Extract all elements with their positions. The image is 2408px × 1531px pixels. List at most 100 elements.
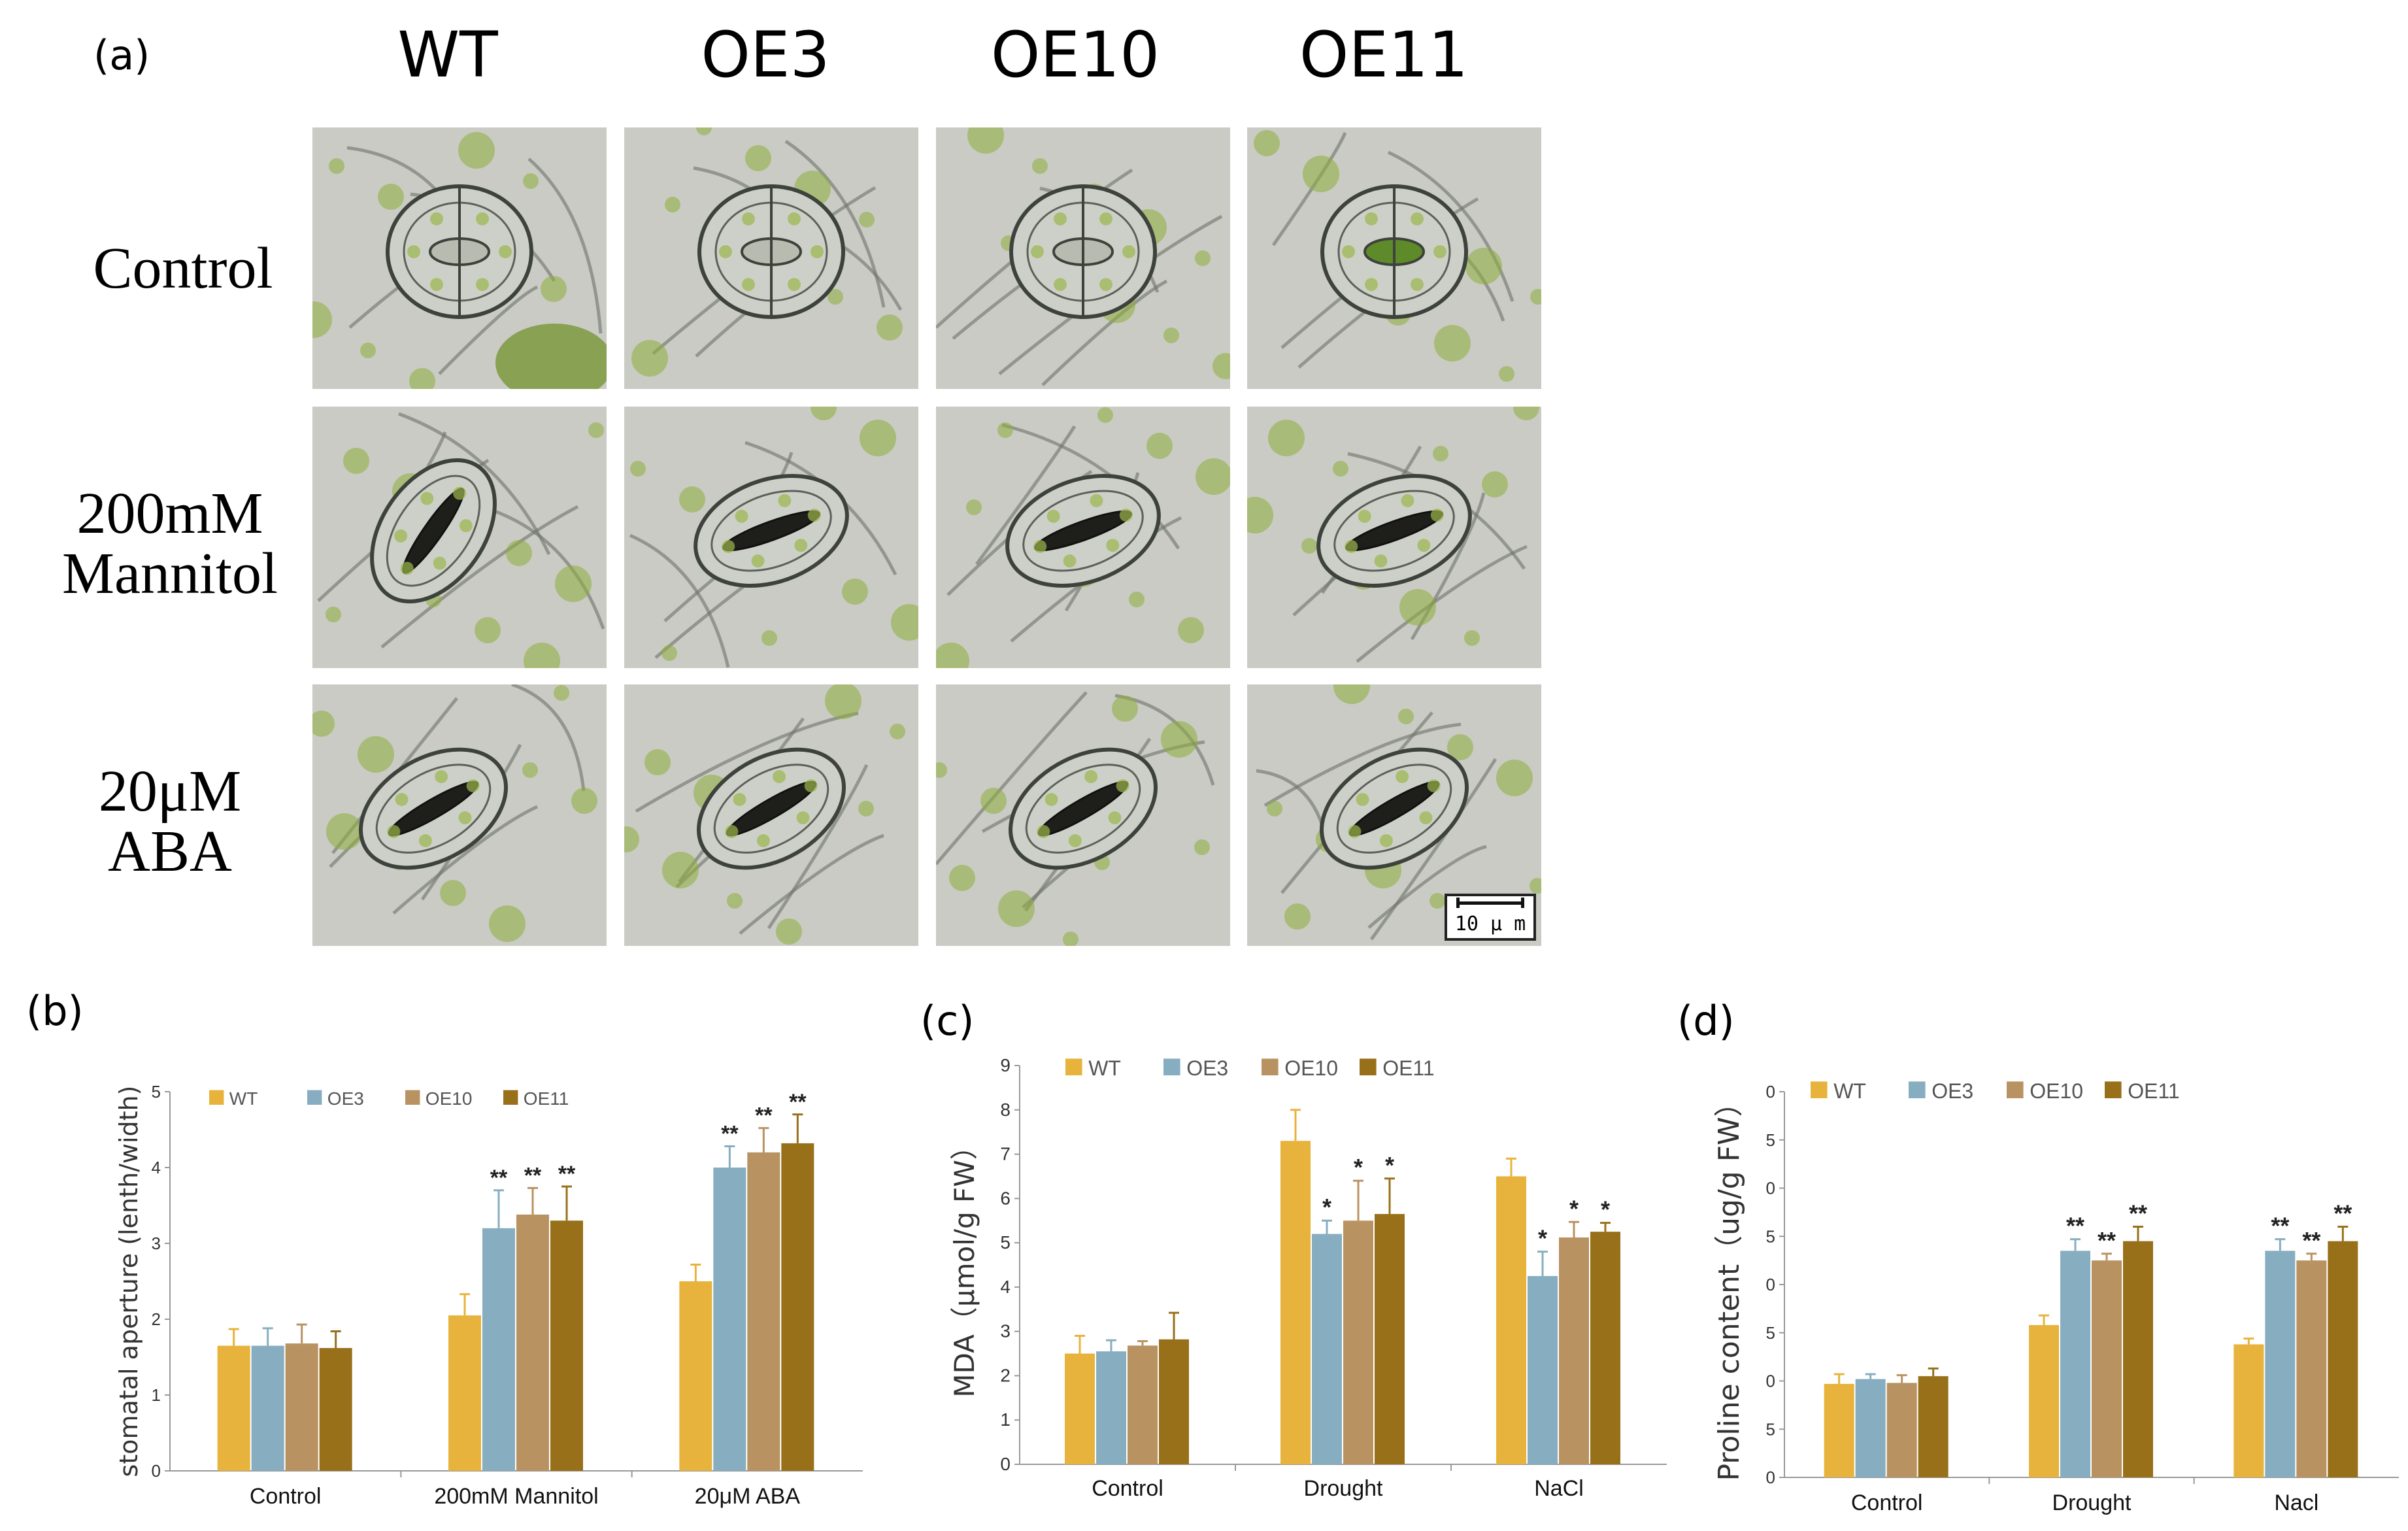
significance-mark: * [1354,1154,1363,1181]
y-tick-label: 3 [152,1234,161,1253]
micrograph-oe3-row1 [624,127,918,389]
significance-mark: ** [721,1122,739,1147]
y-tick-label: 0 [1766,1179,1775,1198]
bar-oe3-0 [1096,1351,1126,1464]
significance-mark: ** [2066,1213,2084,1239]
column-header-oe11: OE11 [1299,18,1469,92]
y-tick-label: 5 [1766,1419,1775,1439]
y-axis-label: Proline content（ug/g FW） [1713,1088,1746,1481]
scale-bar: 10 μ m [1445,894,1536,941]
bar-oe10-0 [1886,1383,1917,1477]
y-tick-label: 8 [1000,1100,1011,1120]
legend-label-oe3: OE3 [1931,1079,1973,1103]
legend-swatch-wt [209,1090,224,1105]
legend-label-oe10: OE10 [2030,1079,2083,1103]
x-category-label: Control [1851,1490,1923,1515]
bar-oe3-1 [2060,1251,2090,1477]
bar-wt-1 [448,1315,481,1471]
micrograph-oe11-row2 [1247,407,1541,668]
legend-label-oe3: OE3 [1186,1056,1228,1080]
significance-mark: * [1569,1195,1579,1222]
significance-mark: ** [2302,1227,2320,1254]
x-category-label: Drought [2052,1490,2132,1515]
legend-swatch-oe11 [1360,1058,1377,1075]
row-header-mannitol-line2: Mannitol [62,541,278,606]
y-tick-label: 5 [1766,1130,1775,1150]
y-tick-label: 2 [1000,1365,1011,1385]
bar-oe3-2 [2265,1251,2296,1477]
legend-label-oe11: OE11 [1382,1056,1434,1080]
legend-label-oe10: OE10 [1284,1056,1338,1080]
legend-label-oe3: OE3 [327,1088,364,1109]
y-tick-label: 7 [1000,1144,1011,1164]
y-tick-label: 0 [1766,1275,1775,1294]
bar-oe10-2 [2296,1260,2327,1477]
legend-label-wt: WT [229,1088,258,1109]
legend-swatch-oe10 [2007,1081,2024,1098]
x-category-label: Control [250,1484,322,1509]
bar-wt-2 [1496,1176,1526,1464]
scale-bar-label: 10 μ m [1454,913,1526,935]
y-tick-label: 0 [1766,1371,1775,1391]
bar-oe10-2 [747,1152,780,1471]
y-tick-label: 3 [1000,1321,1011,1341]
bar-oe11-2 [1590,1232,1620,1464]
bar-wt-1 [1280,1141,1311,1464]
legend-label-oe11: OE11 [524,1088,569,1109]
y-tick-label: 0 [152,1461,161,1481]
significance-mark: ** [789,1090,807,1115]
micrograph-oe10-row3 [936,684,1230,946]
legend-label-oe10: OE10 [426,1088,473,1109]
bar-oe3-0 [251,1345,284,1471]
bar-oe10-2 [1559,1237,1589,1464]
significance-mark: ** [524,1163,542,1188]
bar-oe11-1 [2123,1241,2153,1477]
y-tick-label: 0 [1000,1454,1011,1474]
legend-swatch-wt [1065,1058,1082,1075]
bar-oe3-2 [713,1168,746,1471]
panel-c-label: (c) [920,997,975,1045]
significance-mark: ** [2271,1213,2289,1239]
bar-oe11-0 [319,1348,352,1471]
y-tick-label: 5 [1000,1232,1011,1253]
legend-swatch-oe10 [1262,1058,1279,1075]
significance-mark: * [1601,1196,1610,1223]
y-tick-label: 1 [1000,1409,1011,1430]
y-tick-label: 0 [1766,1082,1775,1102]
y-axis-label: MDA（μmol/g FW） [948,1132,980,1397]
micrograph-oe3-row3 [624,684,918,946]
bar-oe11-1 [550,1220,583,1471]
bar-oe10-1 [1343,1220,1373,1464]
legend-swatch-oe3 [1163,1058,1180,1075]
bar-wt-0 [1824,1383,1854,1477]
y-tick-label: 1 [152,1385,161,1405]
x-category-label: 20μM ABA [695,1484,801,1509]
panel-a-label: (a) [93,31,150,79]
bar-wt-0 [217,1345,250,1471]
bar-oe11-2 [2328,1241,2358,1477]
row-header-control-line1: Control [93,236,273,301]
micrograph-oe11-row1 [1247,127,1541,389]
x-category-label: NaCl [1534,1476,1584,1501]
micrograph-oe10-row2 [936,407,1230,668]
y-tick-label: 9 [1000,1055,1011,1075]
bar-oe11-0 [1159,1339,1189,1464]
y-tick-label: 6 [1000,1188,1011,1208]
legend-swatch-oe11 [503,1090,518,1105]
y-tick-label: 0 [1766,1468,1775,1487]
row-header-aba-line2: ABA [107,819,233,884]
bar-oe10-1 [516,1214,549,1471]
significance-mark: ** [2333,1200,2352,1227]
significance-mark: ** [490,1166,508,1190]
y-tick-label: 4 [152,1158,161,1177]
significance-mark: ** [2129,1200,2147,1227]
x-category-label: Control [1092,1476,1163,1501]
panel-b-label: (b) [26,987,84,1035]
row-header-control: Control [59,239,307,299]
micrograph-oe10-row1 [936,127,1230,389]
bar-oe3-1 [1312,1234,1342,1464]
y-tick-label: 5 [152,1082,161,1102]
y-tick-label: 5 [1766,1323,1775,1343]
bar-wt-2 [679,1281,712,1471]
y-axis-label: stomatal aperture (lenth/width) [114,1086,143,1477]
